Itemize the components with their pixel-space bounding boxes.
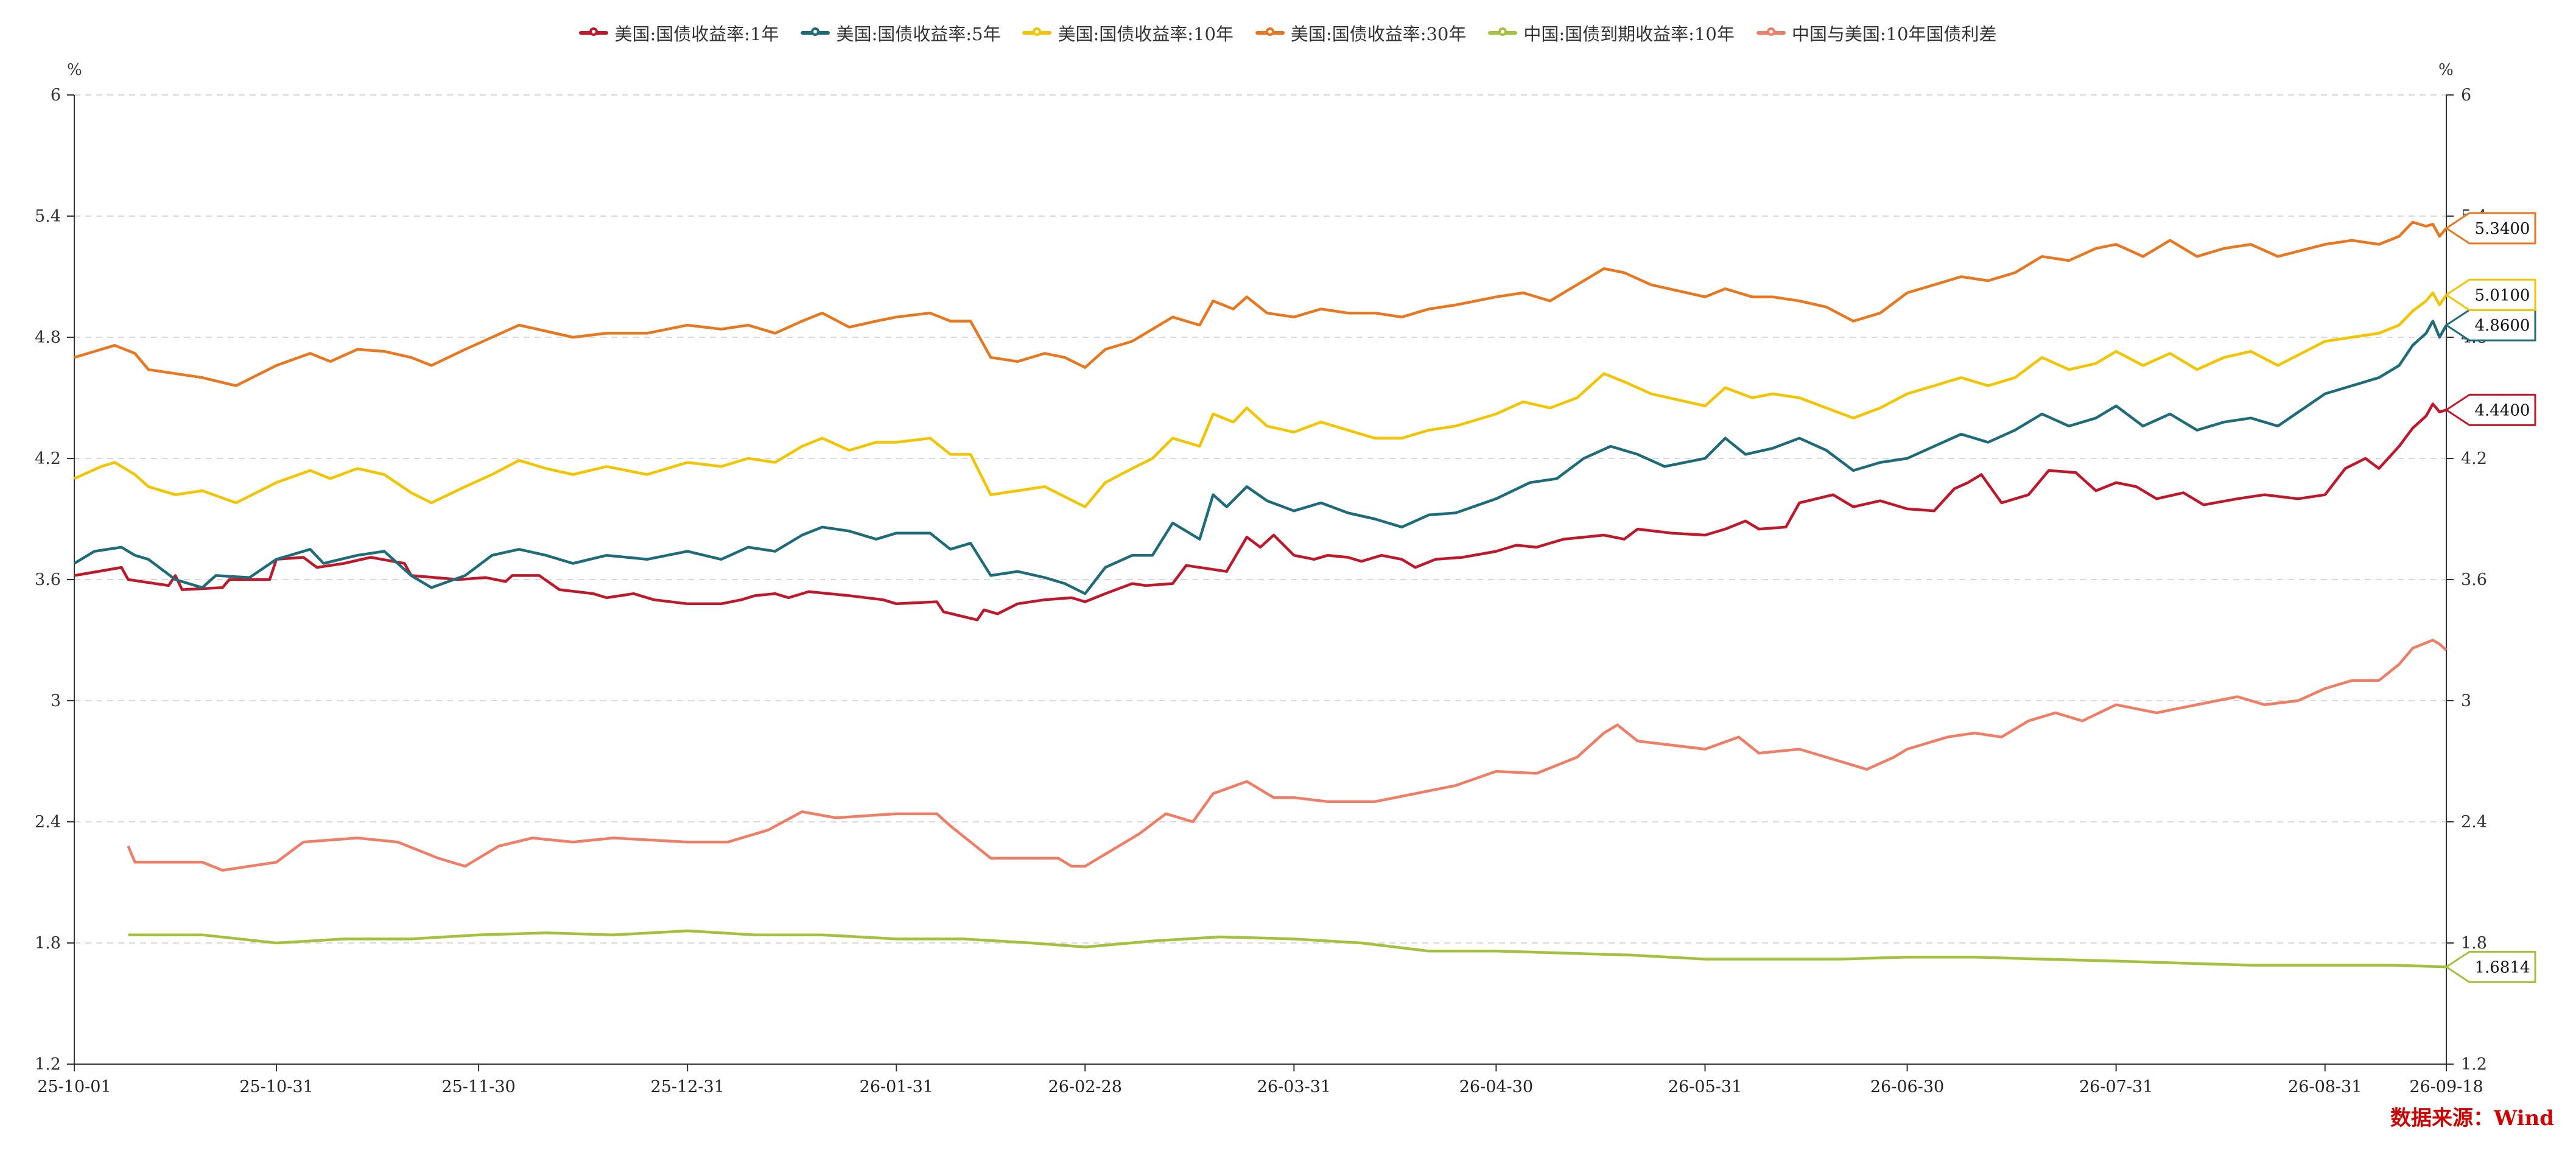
x-tick-label: 26-02-28 [1048,1078,1122,1096]
y-tick-label-left: 4.2 [35,449,61,468]
series-line-5 [128,929,2447,969]
legend-swatch-icon [801,27,830,36]
y-tick-label-left: 5.4 [35,207,61,226]
legend-label: 美国:国债收益率:1年 [614,24,779,44]
end-label-box-1 [2445,393,2536,426]
x-tick-label: 26-08-31 [2288,1078,2362,1096]
y-tick-label-left: 2.4 [35,813,61,832]
y-tick-label-left: 6 [51,86,61,105]
legend-item-3[interactable]: 美国:国债收益率:10年 [1022,20,1234,46]
series-line-2 [73,320,2448,595]
end-value-labels: 4.4400 4.8600 5.0100 5.3400 1.6814 [2445,212,2536,983]
x-tick-label: 26-03-31 [1257,1078,1331,1096]
x-tick-label: 26-06-30 [1870,1078,1944,1096]
grid-lines [74,94,2446,944]
data-source-note: 数据来源：Wind [2390,1106,2554,1130]
chart-legend: 美国:国债收益率:1年 美国:国债收益率:5年 美国:国债收益率:10年 美国:国债收… [0,18,2576,47]
y-tick-label-right: 1.2 [2461,1055,2487,1074]
end-label-box-3 [2445,278,2536,311]
series-line-6 [127,639,2448,872]
y-tick-label-right: 6 [2461,86,2471,105]
legend-swatch-icon [1022,27,1052,36]
end-label-box-5 [2445,950,2536,983]
series-line-1 [74,402,2447,622]
y-tick-label-right: 3.6 [2461,570,2487,589]
series-lines [73,220,2448,969]
end-label-5: 1.6814 [2475,958,2530,976]
y-tick-label-left: 3.6 [35,570,61,589]
end-label-1: 4.4400 [2475,401,2530,419]
legend-label: 中国与美国:10年国债利差 [1791,24,1997,44]
end-label-box-4 [2445,212,2536,245]
y-tick-label-right: 4.2 [2461,449,2487,468]
x-tick-label: 25-11-30 [441,1078,515,1096]
x-tick-label: 25-10-31 [239,1078,313,1096]
x-tick-label: 26-05-31 [1668,1078,1742,1096]
legend-swatch-icon [1255,27,1285,36]
legend-item-5[interactable]: 中国:国债到期收益率:10年 [1488,20,1735,46]
y-tick-label-left: 1.8 [35,934,61,953]
legend-swatch-icon [579,27,609,36]
series-line-4 [74,220,2448,387]
legend-item-4[interactable]: 美国:国债收益率:30年 [1255,20,1466,46]
x-tick-label: 26-09-18 [2409,1078,2483,1096]
legend-item-6[interactable]: 中国与美国:10年国债利差 [1756,20,1997,46]
end-label-box-2 [2445,309,2536,342]
x-tick-label: 26-01-31 [860,1078,933,1096]
y-tick-label-left: 1.2 [35,1055,61,1074]
legend-item-2[interactable]: 美国:国债收益率:5年 [801,20,1000,46]
y-tick-label-right: 2.4 [2461,813,2487,832]
legend-label: 美国:国债收益率:5年 [836,24,1001,44]
legend-swatch-icon [1488,27,1518,36]
end-label-2: 4.8600 [2475,317,2530,335]
series-line-3 [74,291,2448,508]
x-tick-label: 25-12-31 [651,1078,725,1096]
end-label-4: 5.3400 [2475,220,2530,238]
end-label-3: 5.0100 [2475,286,2530,304]
legend-item-1[interactable]: 美国:国债收益率:1年 [579,20,779,46]
axes: 1.21.21.81.82.42.4333.63.64.24.24.84.85.… [35,86,2487,1096]
y-axis-right-unit: % [2438,61,2454,79]
x-tick-label: 26-04-30 [1459,1078,1533,1096]
x-tick-label: 25-10-01 [37,1078,111,1096]
x-tick-label: 26-07-31 [2079,1078,2153,1096]
y-tick-label-right: 3 [2461,692,2471,710]
y-axis-left-unit: % [67,61,82,79]
y-tick-label-left: 4.8 [35,328,61,347]
legend-label: 中国:国债到期收益率:10年 [1523,24,1735,44]
y-tick-label-right: 1.8 [2461,934,2487,953]
legend-label: 美国:国债收益率:10年 [1058,24,1234,44]
legend-swatch-icon [1756,27,1786,36]
legend-label: 美国:国债收益率:30年 [1290,24,1467,44]
y-tick-label-left: 3 [51,692,61,710]
